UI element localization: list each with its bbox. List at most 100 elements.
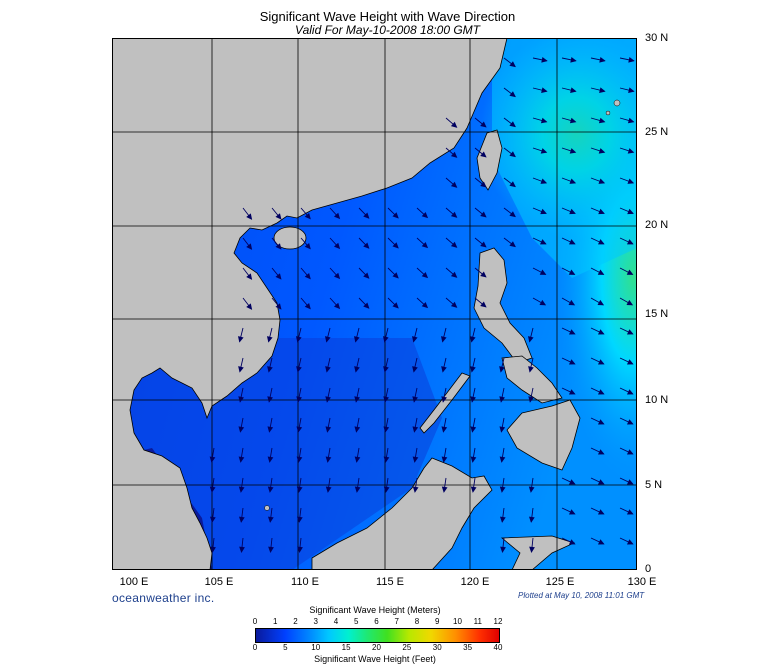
mindanao-island (506, 399, 581, 471)
wave-arrow-head (626, 389, 634, 395)
wave-arrow-head (480, 121, 487, 128)
wave-arrow-head (539, 269, 547, 275)
wave-arrow-head (268, 546, 274, 553)
wave-arrow-head (509, 121, 516, 128)
colorbar-meter-tick: 8 (414, 617, 420, 626)
wave-arrow-head (441, 366, 447, 373)
wave-arrow-head (597, 389, 605, 395)
wave-arrow-head (440, 336, 447, 343)
wave-arrow-head (480, 271, 487, 278)
wave-arrow-head (499, 486, 506, 493)
island-dot (613, 99, 621, 107)
wave-arrow-head (275, 303, 282, 310)
wave-arrow-head (528, 366, 534, 373)
wave-arrow-head (597, 539, 605, 545)
wave-arrow-head (598, 148, 606, 154)
wave-arrow-head (383, 426, 390, 433)
wave-arrow-head (325, 456, 332, 463)
wave-arrow-head (569, 148, 577, 154)
colorbar-feet-tick: 20 (372, 643, 381, 652)
wave-arrow-head (383, 396, 389, 403)
wave-arrow-head (450, 271, 458, 278)
colorbar-meter-tick: 10 (453, 617, 462, 626)
luzon-island (473, 247, 533, 364)
wave-arrow-head (267, 396, 273, 403)
wave-arrow-head (509, 151, 516, 158)
wave-arrow-head (568, 359, 576, 365)
wave-arrow-head (597, 269, 605, 275)
wave-arrow-head (354, 366, 360, 373)
wave-arrow-head (304, 242, 311, 250)
colorbar-meter-tick: 9 (435, 617, 440, 626)
wave-arrow-head (540, 148, 548, 154)
wave-arrow-head (570, 87, 577, 93)
colorbar-meter-tick: 0 (252, 617, 258, 626)
wave-arrow-head (239, 546, 245, 553)
wave-arrow-head (626, 479, 634, 485)
wave-arrow-head (354, 426, 361, 433)
wave-arrow-head (210, 546, 216, 553)
wave-arrow-head (237, 336, 244, 343)
wave-arrow-head (626, 269, 634, 275)
wave-arrow-head (598, 178, 606, 184)
wave-arrow-head (238, 486, 245, 493)
wave-arrow-head (509, 241, 516, 248)
wave-arrow-head (363, 212, 370, 219)
open-pacific-zone (492, 38, 637, 278)
wave-arrow-head (499, 516, 506, 523)
lat-label: 10 N (645, 394, 669, 406)
wave-arrow-head (539, 299, 547, 306)
wave-arrow-head (597, 239, 605, 245)
wave-arrow-head (450, 241, 458, 248)
wave-arrow-head (470, 366, 476, 373)
lon-label: 120 E (460, 576, 490, 588)
colorbar-feet-tick: 30 (432, 643, 442, 652)
wave-arrow-head (540, 208, 547, 215)
wave-arrow-head (528, 396, 534, 403)
wave-arrow-head (441, 486, 448, 493)
wave-arrow-head (480, 241, 487, 248)
lon-label: 115 E (376, 576, 404, 588)
wave-arrow-head (450, 151, 458, 158)
wave-arrow-head (569, 178, 577, 184)
lat-label: 20 N (645, 219, 669, 231)
wave-arrow-head (363, 272, 370, 279)
map-title: Significant Wave Height with Wave Direct… (259, 9, 516, 24)
wave-arrow-head (209, 486, 216, 493)
wave-arrow-head (499, 396, 505, 403)
wave-arrow-head (411, 336, 418, 343)
wave-arrow-head (412, 396, 418, 403)
wave-arrow-head (354, 456, 361, 463)
wave-arrow-head (392, 302, 399, 309)
colorbar-meter-tick: 6 (374, 617, 379, 626)
wave-arrow-head (500, 546, 506, 553)
wave-arrow-head (450, 121, 458, 128)
wave-arrow-head (568, 239, 576, 245)
plotted-timestamp: Plotted at May 10, 2008 11:01 GMT (518, 591, 645, 600)
wave-arrow-head (568, 299, 576, 306)
wave-arrow-head (209, 516, 216, 523)
wave-arrow-head (568, 269, 576, 275)
colorbar-title-feet: Significant Wave Height (Feet) (314, 654, 436, 664)
wave-arrow-head (597, 329, 605, 335)
wave-arrow-head (597, 479, 605, 485)
taiwan-island (476, 129, 503, 191)
wave-arrow-head (382, 336, 389, 343)
wave-arrow-head (450, 211, 458, 218)
brand-logo-text: oceanweather inc. (112, 591, 215, 605)
wave-arrow-head (626, 509, 634, 515)
wave-arrow-head (421, 241, 429, 249)
wave-arrow-head (480, 151, 487, 158)
visayas-islands (501, 355, 563, 404)
wave-arrow-head (246, 303, 253, 310)
wave-arrow-head (509, 61, 516, 68)
asia-mainland (112, 38, 508, 570)
wave-arrow-head (626, 239, 634, 245)
wave-arrow-head (333, 302, 341, 310)
borneo-island (311, 457, 493, 570)
graticule (112, 38, 637, 570)
wave-arrow-head (297, 546, 303, 553)
colorbar-meter-tick: 11 (473, 617, 482, 626)
map-subtitle: Valid For May-10-2008 18:00 GMT (295, 23, 480, 37)
wave-arrow-head (325, 396, 331, 403)
